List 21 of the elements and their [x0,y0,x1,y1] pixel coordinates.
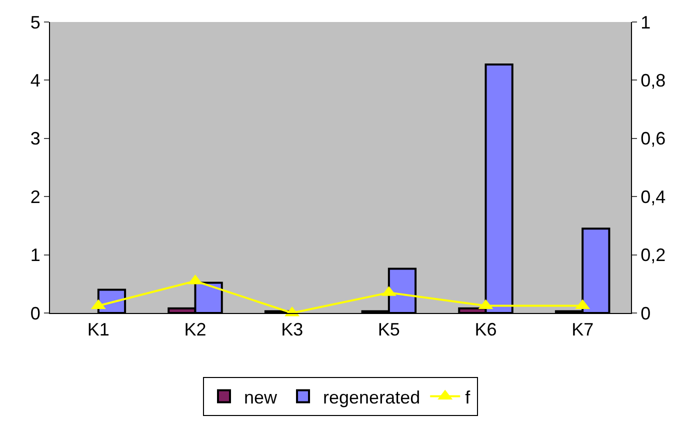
legend-label: f [465,387,472,408]
y2-tick-label: 0,2 [640,245,666,266]
x-tick-label: K7 [572,320,594,340]
x-tick-label: K1 [87,320,110,340]
y-tick-label: 4 [30,70,40,90]
y-tick-label: 0 [30,303,40,324]
legend-label: regenerated [323,387,420,408]
x-tick-label: K3 [281,320,304,340]
y2-tick-label: 0,6 [640,128,666,149]
x-tick-label: K6 [474,320,497,340]
y-tick-label: 5 [30,12,40,32]
legend-label: new [244,387,278,408]
y-tick-label: 3 [30,128,40,149]
y2-tick-label: 1 [640,12,651,32]
y2-tick-label: 0,4 [640,186,666,207]
x-tick-label: K5 [378,320,400,340]
y2-tick-label: 0,8 [640,70,666,90]
y-tick-label: 1 [30,245,40,266]
y-tick-label: 2 [30,186,40,207]
y2-tick-label: 0 [640,303,651,324]
x-tick-label: K2 [184,320,206,340]
